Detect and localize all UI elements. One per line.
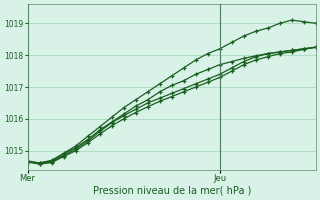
X-axis label: Pression niveau de la mer( hPa ): Pression niveau de la mer( hPa ): [92, 186, 251, 196]
